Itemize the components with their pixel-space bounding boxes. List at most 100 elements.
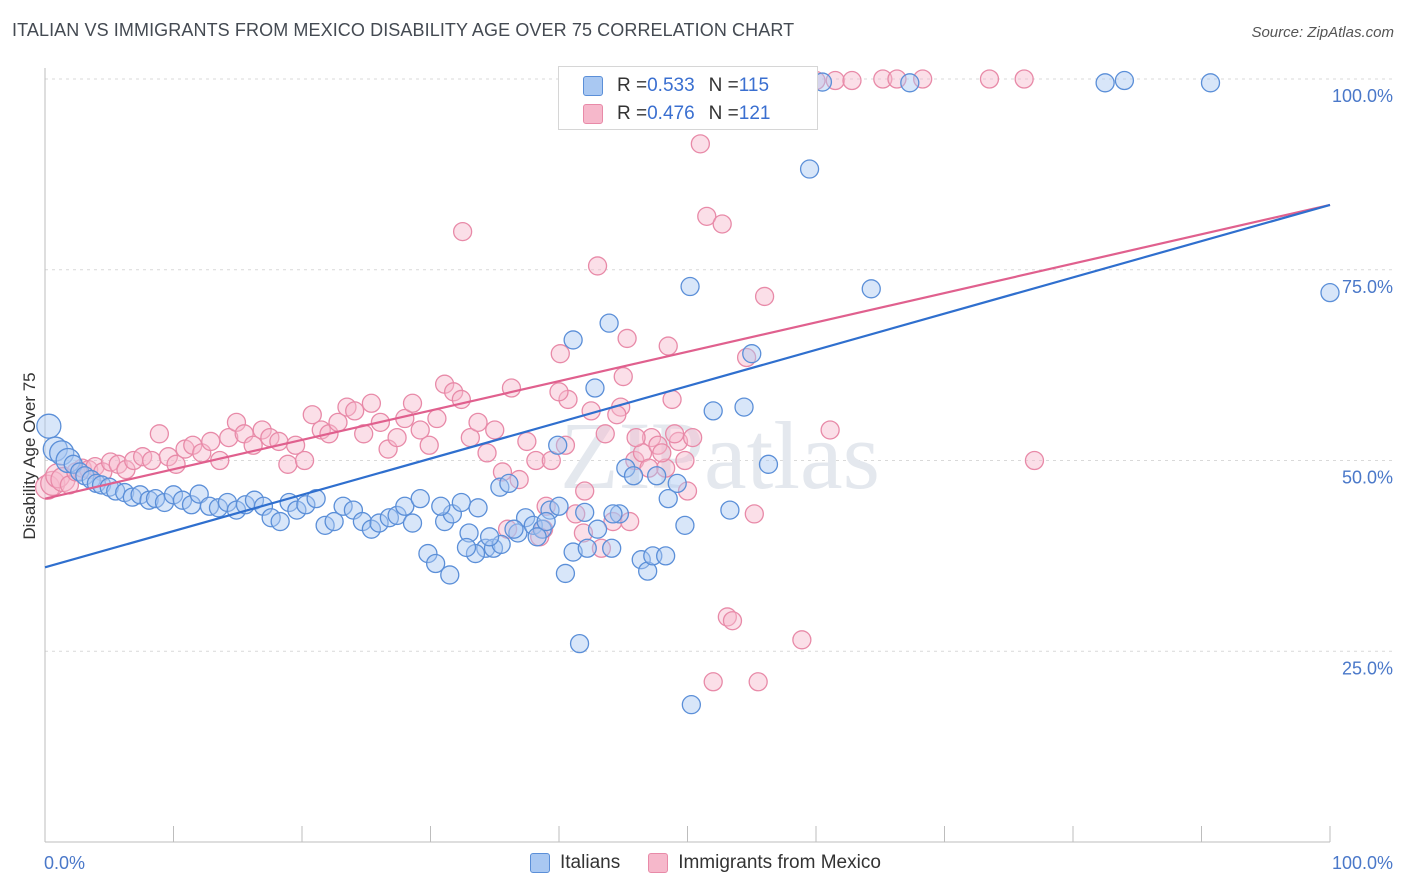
grid-lines: [45, 78, 1392, 652]
italians-point: [122, 487, 143, 507]
x-tick-label: 100.0%: [1332, 853, 1393, 873]
italians-points: [36, 70, 1340, 715]
italians-point: [395, 496, 415, 516]
italians-point: [459, 523, 479, 543]
italians-point: [139, 490, 159, 510]
italians-point: [504, 519, 524, 539]
italians-point: [491, 534, 511, 555]
italians-point: [70, 462, 90, 482]
n-value: 115: [738, 75, 770, 96]
italians-point: [667, 473, 687, 494]
italians-point: [369, 513, 389, 533]
y-axis-label: Disability Age Over 75: [20, 372, 39, 540]
legend-label-italians: Italians: [560, 852, 621, 873]
mexico-point: [387, 427, 407, 448]
mexico-point: [613, 366, 633, 387]
mexico-point: [587, 256, 608, 276]
italians-point: [638, 561, 658, 581]
mexico-point: [361, 393, 382, 413]
mexico-point: [842, 70, 862, 91]
italians-point: [499, 473, 519, 494]
mexico-point: [40, 470, 66, 497]
mexico-point: [754, 286, 775, 307]
legend-item-mexico: Immigrants from Mexico: [648, 852, 881, 874]
mexico-point: [509, 469, 529, 490]
n-label: N =: [708, 103, 739, 124]
mexico-point: [219, 427, 239, 448]
italians-point: [681, 695, 702, 715]
italians-point: [587, 519, 608, 539]
mexico-point: [158, 447, 179, 467]
mexico-point: [1024, 450, 1045, 471]
italians-point: [456, 537, 477, 558]
mexico-point: [294, 450, 315, 471]
mexico-point: [427, 408, 447, 429]
italians-point: [527, 527, 547, 547]
mexico-point: [641, 427, 662, 448]
mexico-point: [252, 420, 272, 440]
r-label: R =: [617, 75, 648, 96]
chart-legend: Italians Immigrants from Mexico: [530, 852, 881, 874]
mexico-point: [278, 454, 298, 474]
italians-point: [734, 397, 754, 417]
italians-point: [479, 527, 500, 547]
italians-point: [647, 466, 667, 486]
italians-point: [476, 538, 496, 558]
mexico-point: [485, 420, 505, 440]
mexico-trend-line: [44, 203, 1331, 500]
mexico-point: [979, 69, 1000, 89]
tick-labels: 25.0% 50.0% 75.0% 100.0% 0.0% 100.0%: [44, 86, 1393, 873]
mexico-point: [658, 336, 678, 356]
r-value: 0.533: [647, 75, 695, 96]
mexico-point: [555, 435, 576, 455]
italians-point: [569, 633, 590, 654]
mexico-legend-swatch: [648, 853, 669, 873]
y-tick-label: 75.0%: [1342, 277, 1393, 297]
mexico-point: [226, 412, 247, 433]
chart-title: ITALIAN VS IMMIGRANTS FROM MEXICO DISABI…: [12, 20, 795, 40]
italians-point: [680, 276, 700, 297]
mexico-point: [1014, 69, 1034, 89]
italians-point: [799, 159, 820, 179]
r-label: R =: [617, 103, 648, 124]
mexico-point: [736, 347, 757, 368]
mexico-point: [573, 523, 594, 543]
stats-row-italians: R = 0.533 N = 115: [583, 73, 769, 99]
mexico-point: [712, 214, 732, 234]
italians-point: [468, 498, 488, 518]
y-tick-label: 25.0%: [1342, 658, 1393, 678]
mexico-point: [665, 424, 685, 444]
mexico-point: [873, 69, 893, 89]
italians-point: [324, 511, 344, 532]
mexico-point: [345, 401, 365, 421]
mexico-point: [492, 462, 513, 482]
n-value: 121: [738, 103, 771, 124]
italians-point: [549, 496, 569, 516]
italians-point: [440, 565, 460, 585]
italians-trend-line: [44, 203, 1331, 569]
italians-point: [758, 454, 779, 474]
italians-point: [1095, 73, 1115, 93]
mexico-point: [100, 452, 121, 472]
italians-point: [703, 401, 723, 421]
italians-point: [425, 553, 446, 574]
stats-row-mexico: R = 0.476 N = 121: [583, 101, 770, 127]
italians-point: [656, 546, 676, 566]
n-label: N =: [708, 75, 739, 96]
mexico-point: [722, 611, 743, 631]
italians-point: [631, 550, 651, 570]
italians-point: [616, 458, 636, 478]
italians-point: [585, 378, 605, 398]
y-tick-label: 100.0%: [1332, 86, 1393, 106]
mexico-point: [682, 427, 703, 448]
mexico-point: [617, 328, 637, 349]
mexico-point: [468, 412, 488, 433]
mexico-point: [517, 431, 537, 452]
mexico-point: [149, 424, 170, 444]
italians-point: [270, 511, 290, 532]
mexico-point: [820, 420, 840, 440]
mexico-point: [639, 458, 659, 478]
italians-point: [599, 313, 619, 333]
mexico-point: [452, 221, 473, 242]
mexico-point: [595, 424, 615, 444]
